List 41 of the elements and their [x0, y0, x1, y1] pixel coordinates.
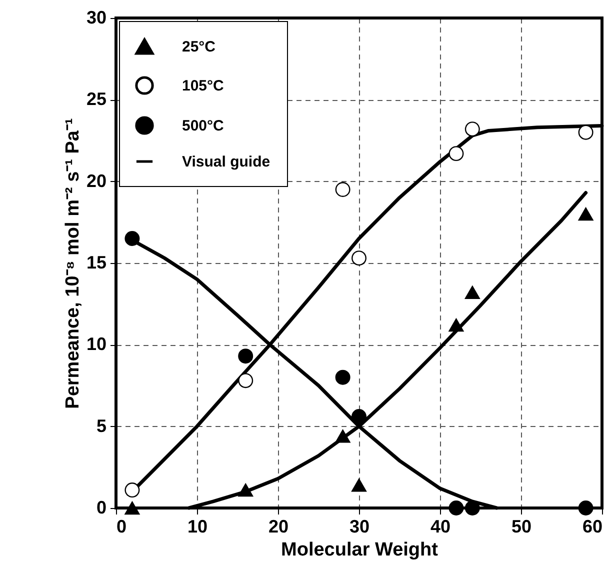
point [238, 483, 254, 497]
y-tick-label: 25 [86, 89, 106, 110]
x-tick-label: 20 [268, 516, 289, 536]
legend-label: Visual guide [182, 154, 270, 170]
point [335, 182, 350, 197]
x-axis-title: Molecular Weight [281, 540, 439, 560]
point [578, 124, 594, 140]
legend-label: 105°C [182, 78, 224, 94]
point [238, 348, 254, 364]
y-tick-label: 20 [86, 170, 106, 191]
point [578, 500, 594, 516]
y-tick-label: 30 [86, 8, 106, 28]
x-tick-label: 0 [116, 516, 127, 536]
y-tick-label: 0 [96, 498, 106, 518]
point [352, 478, 366, 492]
point [448, 146, 464, 162]
x-tick-label: 50 [511, 516, 532, 536]
point [464, 286, 480, 299]
y-tick-label: 15 [86, 252, 106, 272]
x-tick-label: 40 [430, 516, 451, 536]
point [464, 122, 480, 137]
point [464, 500, 480, 516]
x-tick-label: 60 [582, 516, 602, 536]
point [448, 318, 464, 332]
point [124, 231, 140, 246]
x-tick-label: 30 [349, 516, 370, 536]
point [124, 501, 140, 515]
point [578, 207, 594, 221]
x-tick-label: 10 [187, 516, 208, 536]
legend-label: 25°C [182, 38, 216, 56]
y-tick-label: 10 [86, 334, 106, 354]
point [124, 482, 140, 498]
point [448, 500, 464, 516]
point [352, 250, 366, 266]
point [335, 370, 350, 385]
point [238, 373, 254, 388]
legend-label: 500°C [182, 118, 224, 134]
point [335, 430, 350, 443]
y-axis-title: Permeance, 10⁻⁸ mol m⁻² s⁻¹ Pa⁻¹ [62, 118, 84, 409]
point [352, 409, 366, 424]
y-tick-label: 5 [96, 416, 106, 436]
